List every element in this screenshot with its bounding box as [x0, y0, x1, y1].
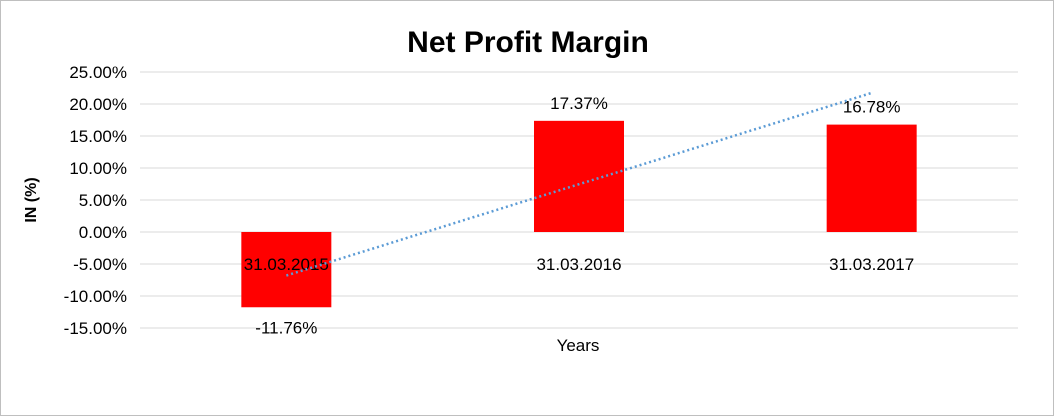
x-axis-categories: 31.03.2015 31.03.2016 31.03.2017: [244, 255, 914, 274]
data-labels: -11.76% 17.37% 16.78%: [255, 94, 900, 337]
y-tick-label: -10.00%: [64, 287, 127, 306]
category-label: 31.03.2015: [244, 255, 329, 274]
y-tick-label: -15.00%: [64, 319, 127, 338]
chart-title: Net Profit Margin: [407, 26, 649, 59]
y-tick-label: 0.00%: [79, 223, 127, 242]
bar: [826, 124, 917, 232]
trendline: [285, 91, 873, 277]
data-label: 17.37%: [550, 94, 608, 113]
data-label: -11.76%: [255, 318, 317, 337]
x-axis-title: Years: [557, 336, 600, 355]
y-tick-label: 15.00%: [69, 127, 127, 146]
trendline-layer: [285, 91, 873, 277]
y-axis-ticks: -15.00% -10.00% -5.00% 0.00% 5.00% 10.00% 15.0…: [64, 63, 127, 338]
bar: [534, 120, 624, 232]
y-axis-title: IN (%): [23, 177, 40, 222]
category-label: 31.03.2016: [536, 255, 621, 274]
data-label: 16.78%: [843, 98, 901, 117]
category-label: 31.03.2017: [829, 255, 914, 274]
y-tick-label: 25.00%: [69, 63, 127, 82]
bar-series: [241, 120, 917, 308]
bar: [241, 232, 332, 308]
y-tick-label: 5.00%: [79, 191, 127, 210]
y-tick-label: 10.00%: [69, 159, 127, 178]
y-tick-label: 20.00%: [69, 95, 127, 114]
y-tick-label: -5.00%: [73, 255, 127, 274]
